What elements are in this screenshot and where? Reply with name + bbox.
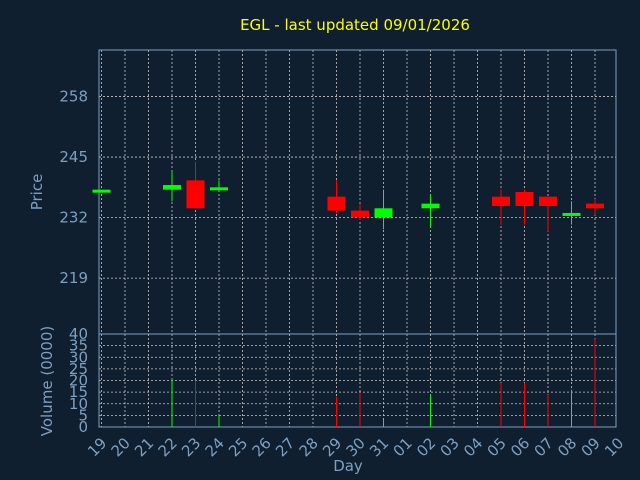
candle-body — [492, 196, 510, 206]
x-tick-label: 21 — [131, 434, 157, 460]
x-tick-label: 19 — [84, 434, 110, 460]
x-tick-label: 25 — [225, 434, 251, 460]
candle-body — [586, 203, 604, 209]
price-tick-label: 232 — [59, 209, 88, 227]
price-tick-label: 258 — [59, 88, 88, 106]
x-tick-label: 01 — [390, 434, 416, 460]
candle-body — [186, 180, 205, 209]
price-axis-label: Price — [28, 174, 46, 211]
x-tick-label: 07 — [531, 434, 557, 460]
volume-tick-label: 0 — [78, 418, 88, 436]
candle-body — [92, 189, 111, 193]
volume-bars — [171, 338, 596, 427]
volume-tick-label: 25 — [69, 360, 88, 378]
x-tick-label: 20 — [108, 434, 134, 460]
volume-panel-frame — [98, 333, 617, 428]
volume-tick-label: 30 — [69, 348, 88, 366]
candle-body — [515, 192, 534, 206]
x-tick-label: 27 — [272, 434, 298, 460]
candle-body — [539, 196, 557, 206]
chart-title: EGL - last updated 09/01/2026 — [240, 16, 470, 34]
volume-tick-label: 35 — [69, 337, 88, 355]
volume-tick-label: 10 — [69, 395, 88, 413]
x-tick-label: 31 — [366, 434, 392, 460]
candle-body — [374, 208, 393, 218]
candle-body — [163, 185, 181, 190]
x-tick-label: 03 — [437, 434, 463, 460]
x-tick-label: 26 — [249, 434, 275, 460]
x-tick-label: 23 — [178, 434, 204, 460]
x-tick-label: 02 — [413, 434, 439, 460]
price-panel-frame — [98, 49, 617, 335]
volume-tick-label: 20 — [69, 372, 88, 390]
volume-tick-label: 40 — [69, 325, 88, 343]
candle-body — [562, 212, 581, 216]
candle-body — [421, 203, 440, 209]
price-tick-label: 219 — [59, 269, 88, 287]
candle-body — [210, 187, 228, 191]
x-tick-label: 24 — [202, 434, 228, 460]
x-axis-label: Day — [333, 457, 363, 475]
candles — [92, 161, 604, 232]
x-tick-label: 22 — [155, 434, 181, 460]
volume-tick-label: 5 — [78, 406, 88, 424]
candle-body — [351, 210, 369, 218]
volume-tick-label: 15 — [69, 383, 88, 401]
volume-grid — [99, 334, 616, 427]
x-tick-label: 06 — [507, 434, 533, 460]
x-tick-label: 08 — [554, 434, 580, 460]
candle-body — [327, 196, 346, 211]
price-tick-label: 245 — [59, 148, 88, 166]
volume-axis-label: Volume (0000) — [38, 326, 56, 436]
x-tick-label: 09 — [578, 434, 604, 460]
x-tick-label: 28 — [296, 434, 322, 460]
price-grid — [99, 50, 616, 334]
x-tick-label: 04 — [460, 434, 486, 460]
x-tick-label: 05 — [484, 434, 510, 460]
x-tick-label: 10 — [601, 434, 627, 460]
price-axis-ticks: 219 232 245 258 — [59, 88, 88, 288]
